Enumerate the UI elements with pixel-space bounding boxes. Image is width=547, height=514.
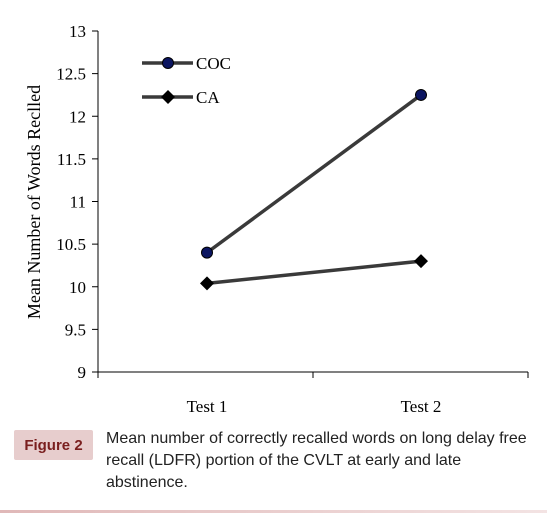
series-line-ca xyxy=(206,259,422,286)
data-point-coc xyxy=(201,246,213,259)
series-coc xyxy=(201,88,427,259)
series-line-coc xyxy=(205,93,423,255)
y-axis-title: Mean Number of Words Reclled xyxy=(24,85,44,319)
y-tick-label: 9.5 xyxy=(65,320,86,339)
y-tick-label: 13 xyxy=(69,22,86,41)
x-axis-ticks: Test 1 Test 2 xyxy=(97,372,529,416)
legend-marker-coc xyxy=(162,57,174,69)
y-tick-label: 11.5 xyxy=(57,150,86,169)
data-point-ca xyxy=(414,254,428,269)
bottom-divider xyxy=(0,510,547,513)
data-point-ca xyxy=(200,276,214,291)
figure-caption: Figure 2 Mean number of correctly recall… xyxy=(14,428,539,508)
figure-badge: Figure 2 xyxy=(14,430,93,460)
y-tick-label: 12.5 xyxy=(56,65,86,84)
x-tick-label: Test 2 xyxy=(401,397,442,416)
y-tick-label: 11 xyxy=(70,193,86,212)
y-tick-label: 10 xyxy=(69,278,86,297)
legend-label-coc: COC xyxy=(196,54,231,73)
x-tick-label: Test 1 xyxy=(187,397,228,416)
series-group xyxy=(200,88,428,291)
legend: COC CA xyxy=(142,54,231,107)
y-axis-ticks: 9 9.5 10 10.5 11 11.5 12 12.5 13 xyxy=(56,22,98,382)
y-tick-label: 12 xyxy=(69,107,86,126)
series-ca xyxy=(200,254,428,291)
y-tick-label: 9 xyxy=(78,363,87,382)
legend-label-ca: CA xyxy=(196,88,220,107)
caption-text: Mean number of correctly recalled words … xyxy=(106,430,527,491)
y-tick-label: 10.5 xyxy=(56,235,86,254)
axes xyxy=(97,31,528,373)
data-point-coc xyxy=(415,88,427,101)
line-chart: 9 9.5 10 10.5 11 11.5 12 12.5 13 Test 1 Test 2 Me… xyxy=(24,22,529,416)
legend-marker-ca xyxy=(161,90,175,104)
